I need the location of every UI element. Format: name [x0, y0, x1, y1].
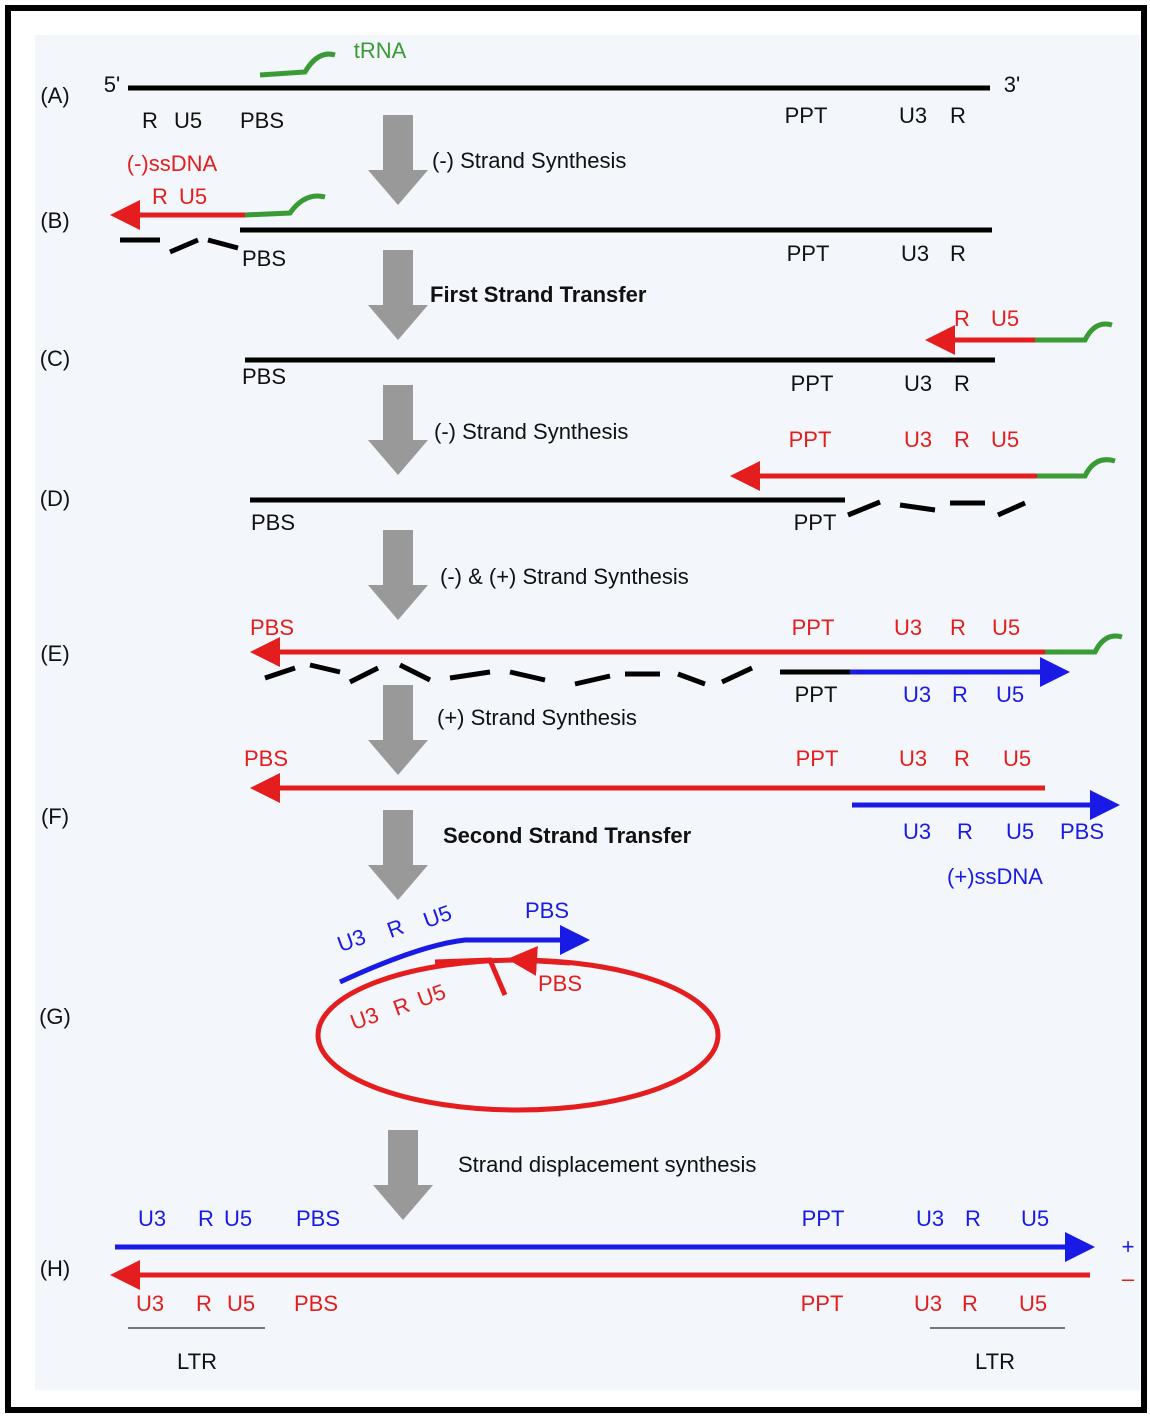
- label: +: [1122, 1234, 1135, 1259]
- label: LTR: [177, 1349, 217, 1374]
- label: PBS: [242, 364, 286, 389]
- label: R: [152, 184, 168, 209]
- label: PBS: [240, 108, 284, 133]
- label: PBS: [1060, 819, 1104, 844]
- step-label: (-) Strand Synthesis: [432, 148, 626, 173]
- label: U5: [179, 184, 207, 209]
- label: PPT: [792, 615, 835, 640]
- row-label: (E): [40, 641, 69, 666]
- label: PBS: [296, 1206, 340, 1231]
- label: R: [142, 108, 158, 133]
- label: PBS: [538, 971, 582, 996]
- label: R: [954, 746, 970, 771]
- label: R: [965, 1206, 981, 1231]
- label: U5: [996, 682, 1024, 707]
- label: (-)ssDNA: [127, 151, 218, 176]
- row-label: (C): [40, 346, 71, 371]
- step-label: (-) & (+) Strand Synthesis: [440, 564, 689, 589]
- label: (+)ssDNA: [947, 864, 1043, 889]
- label: U3: [914, 1291, 942, 1316]
- label: PBS: [251, 510, 295, 535]
- step-label: First Strand Transfer: [430, 282, 647, 307]
- label: U5: [227, 1291, 255, 1316]
- label: PPT: [801, 1291, 844, 1316]
- label: U3: [136, 1291, 164, 1316]
- label: LTR: [975, 1349, 1015, 1374]
- page: (A) (B) (C) (D) (E) (F) (G) (H) (-) Strand Synth…: [0, 0, 1150, 1416]
- row-label: (H): [40, 1256, 71, 1281]
- label: U5: [1019, 1291, 1047, 1316]
- label: U3: [916, 1206, 944, 1231]
- label: PPT: [802, 1206, 845, 1231]
- label: PPT: [785, 103, 828, 128]
- label: U3: [904, 427, 932, 452]
- label: R: [198, 1206, 214, 1231]
- label: R: [952, 682, 968, 707]
- label: PBS: [294, 1291, 338, 1316]
- label: PPT: [794, 510, 837, 535]
- label: PBS: [525, 898, 569, 923]
- label: U3: [899, 746, 927, 771]
- row-label: (B): [40, 208, 69, 233]
- label: tRNA: [354, 38, 407, 63]
- row-label: (G): [39, 1004, 71, 1029]
- label: R: [950, 103, 966, 128]
- label: U3: [138, 1206, 166, 1231]
- label: R: [962, 1291, 978, 1316]
- label: U5: [991, 306, 1019, 331]
- step-label: Second Strand Transfer: [443, 823, 692, 848]
- label: U3: [903, 819, 931, 844]
- label: U3: [903, 682, 931, 707]
- label: PPT: [789, 427, 832, 452]
- label: U3: [899, 103, 927, 128]
- label: U3: [894, 615, 922, 640]
- label: R: [950, 241, 966, 266]
- step-label: (-) Strand Synthesis: [434, 419, 628, 444]
- label: R: [954, 371, 970, 396]
- label: R: [954, 306, 970, 331]
- label: –: [1122, 1266, 1135, 1291]
- label: U3: [901, 241, 929, 266]
- row-label: (F): [41, 804, 69, 829]
- label: U5: [1003, 746, 1031, 771]
- diagram: (A) (B) (C) (D) (E) (F) (G) (H) (-) Strand Synth…: [0, 0, 1150, 1416]
- step-label: Strand displacement synthesis: [458, 1152, 756, 1177]
- label: 3': [1004, 72, 1020, 97]
- label: R: [954, 427, 970, 452]
- label: U5: [1021, 1206, 1049, 1231]
- label: PPT: [791, 371, 834, 396]
- label: PBS: [250, 615, 294, 640]
- label: PPT: [796, 746, 839, 771]
- label: R: [196, 1291, 212, 1316]
- label: PPT: [787, 241, 830, 266]
- label: R: [950, 615, 966, 640]
- label: U5: [992, 615, 1020, 640]
- step-label: (+) Strand Synthesis: [437, 705, 637, 730]
- label: PPT: [795, 682, 838, 707]
- label: U5: [224, 1206, 252, 1231]
- label: R: [957, 819, 973, 844]
- label: U5: [174, 108, 202, 133]
- label: PBS: [244, 746, 288, 771]
- label: U3: [904, 371, 932, 396]
- label: 5': [104, 72, 120, 97]
- row-label: (D): [40, 486, 71, 511]
- row-label: (A): [40, 83, 69, 108]
- label: PBS: [242, 246, 286, 271]
- label: U5: [991, 427, 1019, 452]
- label: U5: [1006, 819, 1034, 844]
